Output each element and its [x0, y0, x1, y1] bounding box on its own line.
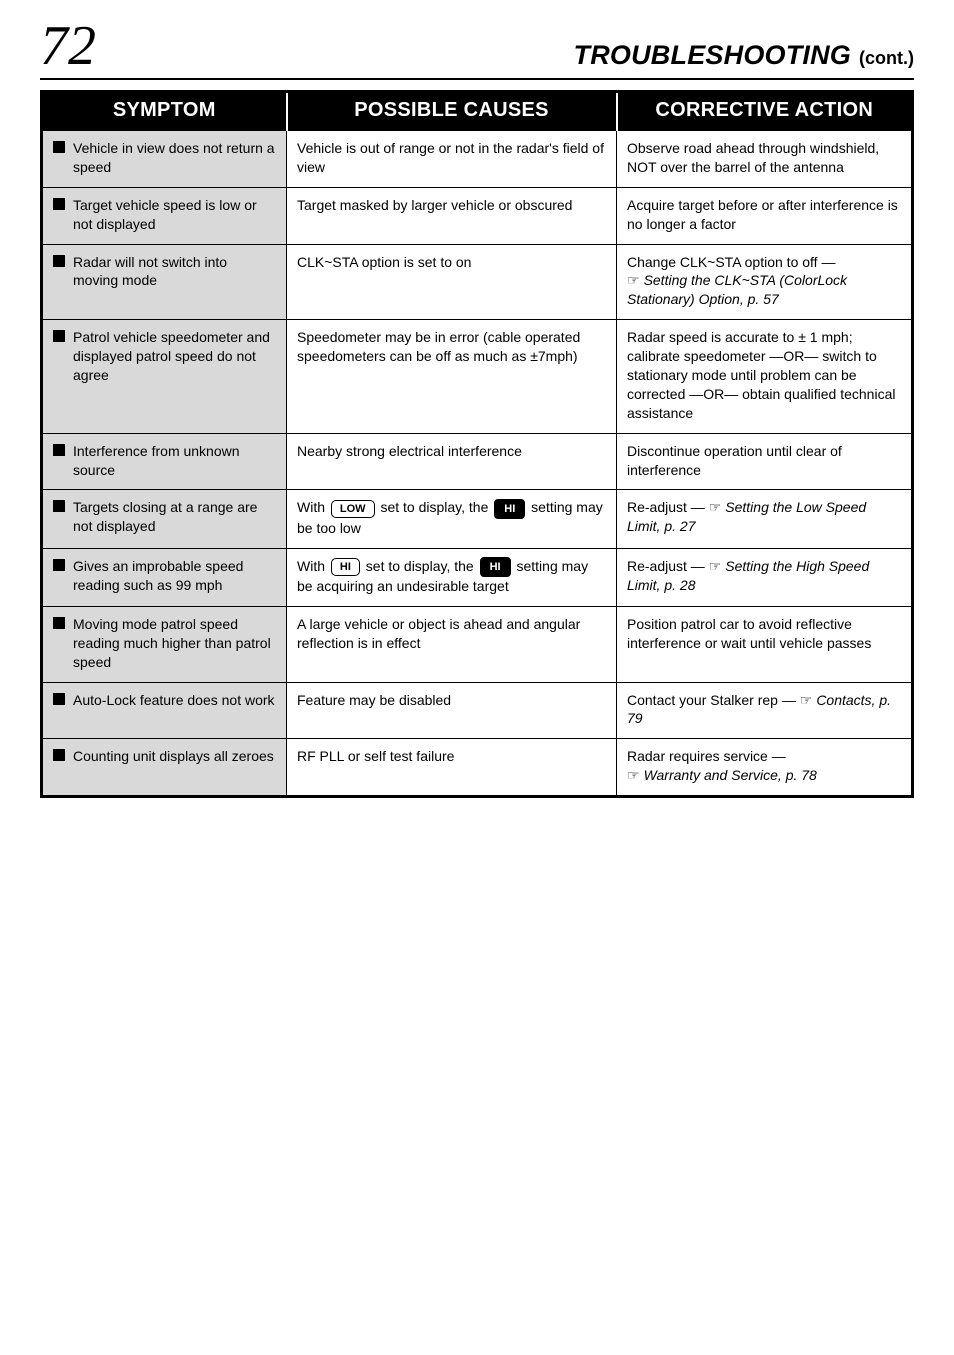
table-row: Counting unit displays all zeroes RF PLL… [42, 739, 913, 797]
page-header: 72 TROUBLESHOOTING (cont.) [40, 18, 914, 80]
square-bullet-icon [53, 255, 65, 267]
cause-text: A large vehicle or object is ahead and a… [287, 606, 617, 682]
action-pre: Re-adjust — [627, 558, 709, 574]
col-action: CORRECTIVE ACTION [617, 92, 913, 131]
cause-text: Target masked by larger vehicle or obscu… [287, 187, 617, 244]
col-causes: POSSIBLE CAUSES [287, 92, 617, 131]
action-text: Acquire target before or after interfere… [617, 187, 913, 244]
symptom-text: Target vehicle speed is low or not displ… [73, 196, 276, 234]
pointer-icon: ☞ [800, 692, 813, 708]
symptom-text: Radar will not switch into moving mode [73, 253, 276, 291]
table-row: Moving mode patrol speed reading much hi… [42, 606, 913, 682]
key-hi-solid-icon: HI [480, 557, 511, 577]
square-bullet-icon [53, 617, 65, 629]
action-text: Discontinue operation until clear of int… [617, 433, 913, 490]
cause-mid: set to display, the [377, 499, 493, 515]
symptom-text: Auto-Lock feature does not work [73, 691, 276, 710]
action-pre: Change CLK~STA option to off — [627, 254, 835, 270]
action-text: Radar speed is accurate to ± 1 mph; cali… [617, 320, 913, 433]
pointer-icon: ☞ [709, 499, 722, 515]
symptom-text: Moving mode patrol speed reading much hi… [73, 615, 276, 672]
symptom-text: Counting unit displays all zeroes [73, 747, 276, 766]
symptom-text: Gives an improbable speed reading such a… [73, 557, 276, 595]
cause-text: Feature may be disabled [287, 682, 617, 739]
key-hi-icon: HI [494, 499, 525, 519]
table-row: Target vehicle speed is low or not displ… [42, 187, 913, 244]
action-cell: Re-adjust — ☞Setting the Low Speed Limit… [617, 490, 913, 548]
cause-text: Vehicle is out of range or not in the ra… [287, 131, 617, 188]
square-bullet-icon [53, 693, 65, 705]
symptom-text: Vehicle in view does not return a speed [73, 139, 276, 177]
action-pre: Re-adjust — [627, 499, 709, 515]
action-cell: Change CLK~STA option to off — ☞Setting … [617, 244, 913, 320]
square-bullet-icon [53, 198, 65, 210]
table-row: Patrol vehicle speedometer and displayed… [42, 320, 913, 433]
cause-text: CLK~STA option is set to on [287, 244, 617, 320]
action-pre: Radar requires service — [627, 748, 786, 764]
cause-text: RF PLL or self test failure [287, 739, 617, 797]
square-bullet-icon [53, 330, 65, 342]
cause-pre: With [297, 558, 329, 574]
cause-text: Nearby strong electrical interference [287, 433, 617, 490]
page-title-wrap: TROUBLESHOOTING (cont.) [574, 40, 914, 71]
page-title-cont: (cont.) [859, 48, 914, 69]
pointer-icon: ☞ [627, 272, 640, 288]
key-hi-outline-icon: HI [331, 558, 360, 576]
pointer-icon: ☞ [709, 558, 722, 574]
symptom-text: Interference from unknown source [73, 442, 276, 480]
cause-text: Speedometer may be in error (cable opera… [287, 320, 617, 433]
pointer-icon: ☞ [627, 767, 640, 783]
troubleshooting-table: SYMPTOM POSSIBLE CAUSES CORRECTIVE ACTIO… [40, 90, 914, 798]
cause-mid: set to display, the [362, 558, 478, 574]
table-row: Targets closing at a range are not displ… [42, 490, 913, 548]
action-cell: Contact your Stalker rep — ☞Contacts, p.… [617, 682, 913, 739]
square-bullet-icon [53, 141, 65, 153]
cause-cell: With HI set to display, the HI setting m… [287, 548, 617, 606]
table-row: Auto-Lock feature does not work Feature … [42, 682, 913, 739]
action-text: Position patrol car to avoid reflective … [617, 606, 913, 682]
table-row: Radar will not switch into moving mode C… [42, 244, 913, 320]
table-row: Vehicle in view does not return a speed … [42, 131, 913, 188]
cause-pre: With [297, 499, 329, 515]
action-cell: Re-adjust — ☞Setting the High Speed Limi… [617, 548, 913, 606]
cause-cell: With LOW set to display, the HI setting … [287, 490, 617, 548]
table-row: Interference from unknown source Nearby … [42, 433, 913, 490]
square-bullet-icon [53, 559, 65, 571]
table-row: Gives an improbable speed reading such a… [42, 548, 913, 606]
action-ref: Warranty and Service, p. 78 [644, 767, 817, 783]
square-bullet-icon [53, 749, 65, 761]
col-symptom: SYMPTOM [42, 92, 287, 131]
symptom-text: Patrol vehicle speedometer and displayed… [73, 328, 276, 385]
key-low-icon: LOW [331, 500, 375, 518]
page-title: TROUBLESHOOTING [574, 40, 852, 71]
action-cell: Radar requires service — ☞Warranty and S… [617, 739, 913, 797]
symptom-text: Targets closing at a range are not displ… [73, 498, 276, 536]
page-number: 72 [40, 18, 96, 74]
square-bullet-icon [53, 500, 65, 512]
action-ref: Setting the CLK~STA (ColorLock Stationar… [627, 272, 847, 307]
action-text: Observe road ahead through windshield, N… [617, 131, 913, 188]
square-bullet-icon [53, 444, 65, 456]
action-pre: Contact your Stalker rep — [627, 692, 800, 708]
